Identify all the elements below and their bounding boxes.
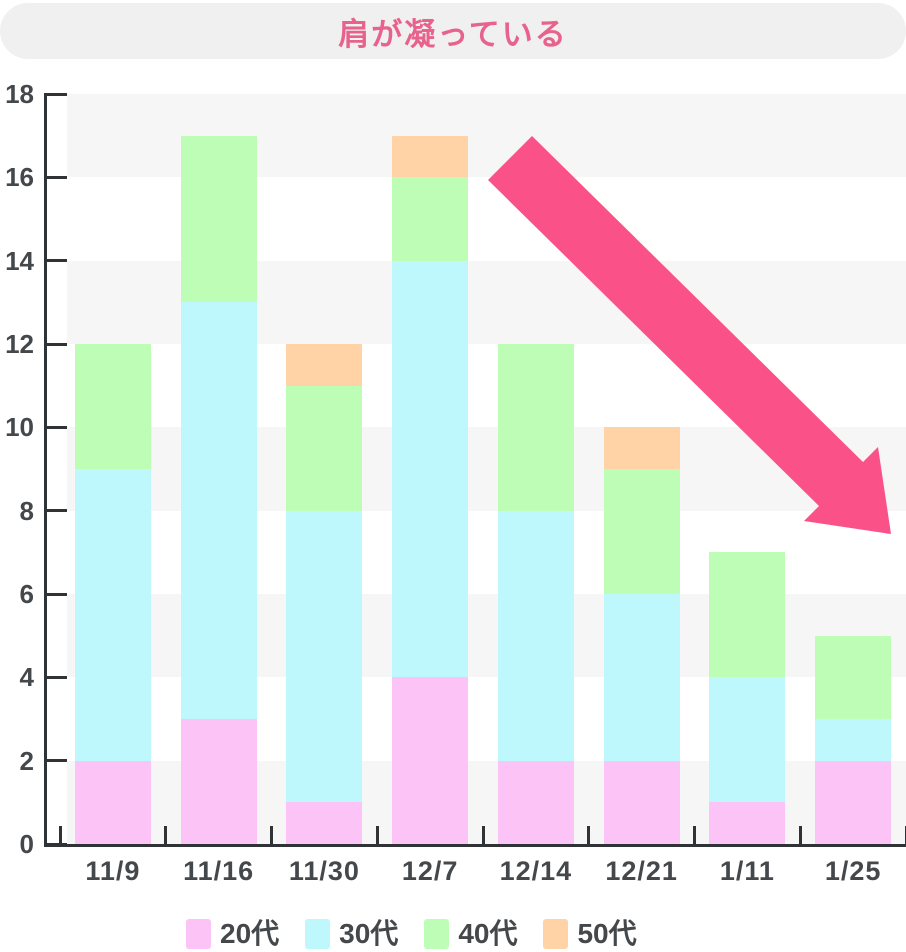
bar-segment <box>815 635 892 719</box>
bar-segment <box>815 719 892 761</box>
bar-segment <box>74 344 151 469</box>
legend-swatch-icon <box>543 919 569 949</box>
y-axis-label: 4 <box>19 662 34 693</box>
y-axis-tick <box>44 509 67 513</box>
y-axis-tick <box>44 425 67 429</box>
y-axis-label: 12 <box>5 329 34 359</box>
bar-segment <box>497 344 574 511</box>
x-axis-tick <box>693 826 696 847</box>
x-axis-tick <box>798 826 802 847</box>
legend-item: 50代 <box>543 918 637 949</box>
y-axis-tick <box>44 342 67 346</box>
bar-segment <box>74 469 151 761</box>
bar-segment <box>709 802 786 844</box>
bar-segment <box>392 135 469 178</box>
chart-title: 肩が凝っている <box>338 16 568 52</box>
y-axis-label: 10 <box>5 412 34 443</box>
bar-segment <box>709 552 786 678</box>
y-axis-tick <box>44 592 67 596</box>
bar-segment <box>180 719 257 844</box>
x-axis-tick <box>164 826 168 847</box>
legend-item: 20代 <box>186 919 279 949</box>
bar-segment <box>286 510 363 803</box>
bar-segment <box>603 594 680 761</box>
legend-label: 20代 <box>220 918 280 949</box>
y-axis-tick <box>44 759 67 763</box>
chart-title-pill: 肩が凝っている <box>0 3 906 59</box>
bar-segment <box>74 760 151 844</box>
x-axis-label: 11/16 <box>183 856 255 886</box>
bar-segment <box>286 385 363 511</box>
bar-segment <box>815 760 892 844</box>
bar-segment <box>180 135 257 303</box>
legend-label: 50代 <box>577 918 637 949</box>
bar-segment <box>709 677 786 803</box>
y-axis-label: 18 <box>5 79 34 109</box>
legend-item: 30代 <box>305 919 398 949</box>
legend-item: 40代 <box>424 919 517 949</box>
y-axis-tick <box>44 675 67 679</box>
y-axis-label: 16 <box>5 162 34 193</box>
legend-label: 30代 <box>339 918 399 949</box>
x-axis-tick <box>481 826 485 847</box>
y-axis-label: 8 <box>19 495 34 526</box>
bar-segment <box>392 177 469 261</box>
bar-segment <box>497 510 574 761</box>
y-axis-tick <box>44 259 67 263</box>
x-axis-label: 12/7 <box>401 856 459 886</box>
bar-segment <box>286 344 363 386</box>
x-axis-label: 12/21 <box>605 856 678 886</box>
x-axis-label: 1/25 <box>824 856 882 886</box>
legend-label: 40代 <box>458 918 518 949</box>
bar-segment <box>603 469 680 594</box>
x-axis-label: 11/30 <box>288 856 360 886</box>
y-axis-label: 0 <box>19 829 34 859</box>
y-axis-label: 2 <box>19 745 34 776</box>
x-axis-tick <box>587 826 591 847</box>
x-axis-tick <box>270 826 273 847</box>
legend-swatch-icon <box>424 919 450 949</box>
bar-segment <box>497 760 574 844</box>
x-axis-line <box>44 844 906 847</box>
x-axis-tick <box>58 826 62 847</box>
x-axis-label: 12/14 <box>499 856 573 886</box>
x-axis-tick <box>904 826 906 847</box>
bar-segment <box>180 302 257 719</box>
bar-segment <box>392 677 469 844</box>
y-axis-line <box>44 94 47 847</box>
bar-segment <box>286 802 363 844</box>
x-axis-tick <box>375 826 379 847</box>
legend-swatch-icon <box>186 919 211 949</box>
x-axis-label: 11/9 <box>85 856 141 886</box>
bar-segment <box>603 760 680 844</box>
y-axis-tick <box>44 92 67 96</box>
legend-swatch-icon <box>305 919 331 949</box>
x-axis-label: 1/11 <box>719 856 775 886</box>
y-axis-label: 14 <box>5 245 34 276</box>
bar-segment <box>392 260 469 678</box>
bar-segment <box>603 427 680 469</box>
y-axis-label: 6 <box>19 579 34 609</box>
y-axis-tick <box>44 175 67 179</box>
chart-legend: 20代 30代 40代 50代 <box>186 919 637 949</box>
